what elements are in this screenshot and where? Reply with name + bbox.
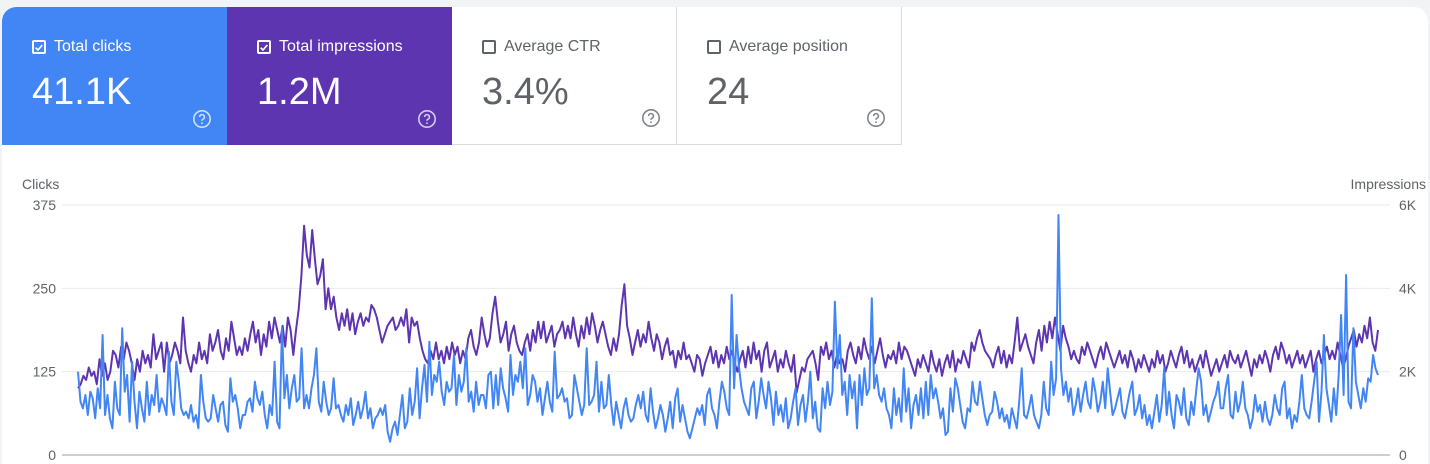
help-icon[interactable]: [641, 108, 661, 128]
metric-cards: Total clicks 41.1K Total impressions 1.2…: [2, 7, 902, 145]
average-position-toggle[interactable]: Average position: [707, 38, 848, 56]
total-impressions-label: Total impressions: [279, 38, 403, 55]
total-clicks-label: Total clicks: [54, 38, 132, 55]
checkbox-checked-icon[interactable]: [32, 40, 46, 54]
help-icon[interactable]: [417, 109, 437, 129]
total-clicks-card[interactable]: Total clicks 41.1K: [2, 7, 227, 145]
total-impressions-value: 1.2M: [257, 71, 342, 113]
average-position-card[interactable]: Average position 24: [677, 7, 902, 145]
checkbox-unchecked-icon[interactable]: [707, 40, 721, 54]
average-position-value: 24: [707, 71, 750, 113]
checkbox-unchecked-icon[interactable]: [482, 40, 496, 54]
average-ctr-value: 3.4%: [482, 71, 569, 113]
total-impressions-card[interactable]: Total impressions 1.2M: [227, 7, 452, 145]
average-ctr-label: Average CTR: [504, 38, 601, 55]
total-impressions-toggle[interactable]: Total impressions: [257, 38, 403, 56]
average-ctr-card[interactable]: Average CTR 3.4%: [452, 7, 677, 145]
help-icon[interactable]: [192, 109, 212, 129]
checkbox-checked-icon[interactable]: [257, 40, 271, 54]
total-clicks-toggle[interactable]: Total clicks: [32, 38, 131, 56]
average-position-label: Average position: [729, 38, 848, 55]
total-clicks-value: 41.1K: [32, 71, 132, 113]
performance-panel: Total clicks 41.1K Total impressions 1.2…: [2, 7, 1428, 464]
help-icon[interactable]: [866, 108, 886, 128]
average-ctr-toggle[interactable]: Average CTR: [482, 38, 601, 56]
